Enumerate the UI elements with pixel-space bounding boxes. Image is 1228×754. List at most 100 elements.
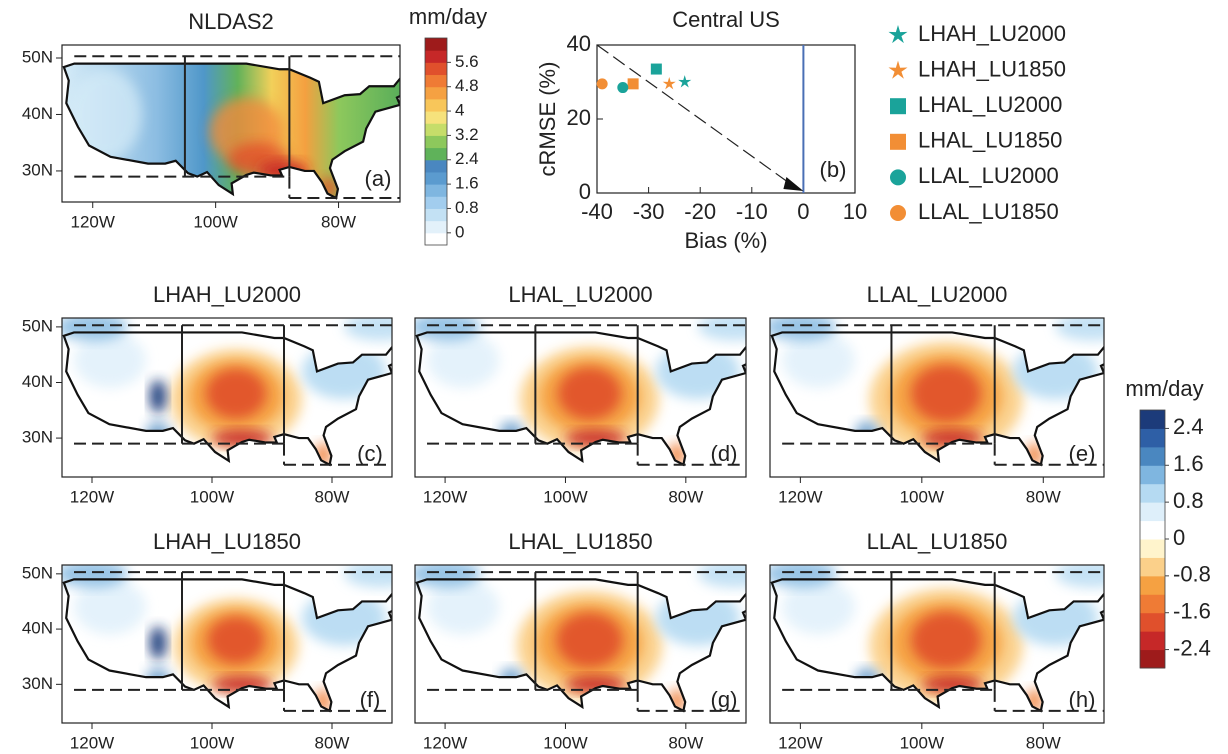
x-tick-label: 120W: [778, 487, 822, 506]
colorbar-tick-label: 4: [455, 101, 464, 120]
colorbar-bin: [425, 50, 447, 63]
panel-label: (f): [360, 687, 381, 712]
map-frame: [61, 44, 401, 203]
marker: [596, 78, 608, 90]
y-tick-label: 30N: [22, 674, 53, 693]
y-axis-label: cRMSE (%): [535, 62, 560, 177]
coastline: [62, 331, 392, 467]
colorbar-bin: [425, 232, 447, 246]
colorbar-bin: [425, 196, 447, 209]
legend-label: LLAL_LU1850: [918, 199, 1059, 224]
colorbar-bin: [1140, 410, 1165, 429]
x-tick-label: 80W: [321, 212, 356, 231]
map-frame: [769, 564, 1105, 724]
coastline: [62, 62, 400, 200]
x-tick-label: 10: [843, 199, 867, 224]
panel-label: (c): [357, 441, 383, 466]
colorbar-bin: [1140, 465, 1165, 485]
field-patch: [62, 565, 128, 588]
colorbar-bin: [425, 111, 447, 124]
x-tick-label: 120W: [778, 733, 822, 752]
x-tick-label: 80W: [1026, 733, 1061, 752]
guide-line: [596, 44, 794, 187]
map-title: LHAH_LU1850: [153, 529, 301, 554]
panel-label: (a): [365, 166, 392, 191]
map-frame: [769, 317, 1105, 478]
map-frame: [414, 317, 747, 478]
map-frame: [61, 317, 393, 478]
coastline: [415, 331, 746, 467]
map-title: LHAH_LU2000: [153, 282, 301, 307]
y-tick-label: 20: [567, 105, 591, 130]
x-tick-label: 0: [797, 199, 809, 224]
legend-label: LLAL_LU2000: [918, 163, 1059, 188]
map-field: [770, 565, 1104, 711]
plot-frame: [596, 44, 856, 194]
x-tick-label: -20: [684, 199, 716, 224]
y-tick-label: 50N: [22, 563, 53, 582]
colorbar-bin: [425, 135, 447, 149]
field-patch: [427, 332, 500, 389]
colorbar-tick-label: 0.8: [1173, 488, 1204, 513]
marker: [678, 75, 692, 88]
colorbar-bin: [1140, 557, 1165, 577]
marker: [627, 78, 639, 90]
colorbar-frame: [424, 37, 448, 246]
field-patch: [74, 332, 146, 389]
colorbar-bin: [425, 171, 447, 185]
colorbar-bin: [425, 208, 447, 222]
field-patch: [206, 368, 266, 419]
coastline: [770, 578, 1104, 713]
x-tick-label: 80W: [668, 487, 703, 506]
field-patch: [782, 332, 856, 389]
y-tick-label: 40N: [22, 104, 53, 123]
colorbar-bin: [425, 74, 447, 88]
colorbar-tick-label: 1.6: [455, 174, 479, 193]
x-tick-label: 100W: [543, 733, 587, 752]
colorbar-bin: [1140, 539, 1165, 558]
map-frame: [61, 564, 393, 724]
field-patch: [74, 579, 146, 635]
x-tick-label: 120W: [71, 212, 115, 231]
field-patch: [62, 318, 128, 341]
y-tick-label: 0: [579, 179, 591, 204]
colorbar-bin: [425, 184, 447, 197]
x-tick-label: 80W: [315, 487, 350, 506]
colorbar-tick-label: 2.4: [455, 149, 479, 168]
y-tick-label: 40N: [22, 619, 53, 638]
field-patch: [697, 565, 746, 588]
map-title: LHAL_LU1850: [508, 529, 652, 554]
marker: [617, 82, 629, 94]
x-tick-label: 120W: [70, 733, 114, 752]
colorbar-bin: [1140, 649, 1165, 669]
colorbar-tick-label: -0.8: [1173, 562, 1211, 587]
colorbar-tick-label: 0: [455, 222, 464, 241]
colorbar-title: mm/day: [409, 4, 487, 29]
x-tick-label: -30: [633, 199, 665, 224]
colorbar-bin: [1140, 612, 1165, 632]
colorbar-tick-label: 0: [1173, 525, 1185, 550]
map-field: [62, 318, 392, 465]
colorbar-bin: [425, 38, 447, 51]
y-tick-label: 30N: [22, 160, 53, 179]
panel-label: (d): [711, 441, 738, 466]
field-patch: [1055, 318, 1104, 341]
x-tick-label: 100W: [543, 487, 587, 506]
field-patch: [911, 611, 982, 669]
x-tick-label: 100W: [190, 487, 234, 506]
coastline: [415, 578, 746, 713]
colorbar-title: mm/day: [1125, 376, 1203, 401]
colorbar-bin: [425, 98, 447, 112]
coastline: [770, 331, 1104, 467]
colorbar-bin: [1140, 631, 1165, 651]
x-tick-label: 80W: [668, 733, 703, 752]
field-patch: [911, 364, 982, 423]
panel-label: (e): [1069, 441, 1096, 466]
chart-title: Central US: [672, 7, 780, 32]
legend-marker: [888, 60, 908, 79]
legend-marker: [890, 169, 906, 186]
colorbar-bin: [425, 123, 447, 136]
x-tick-label: 80W: [315, 733, 350, 752]
y-tick-label: 30N: [22, 428, 53, 447]
